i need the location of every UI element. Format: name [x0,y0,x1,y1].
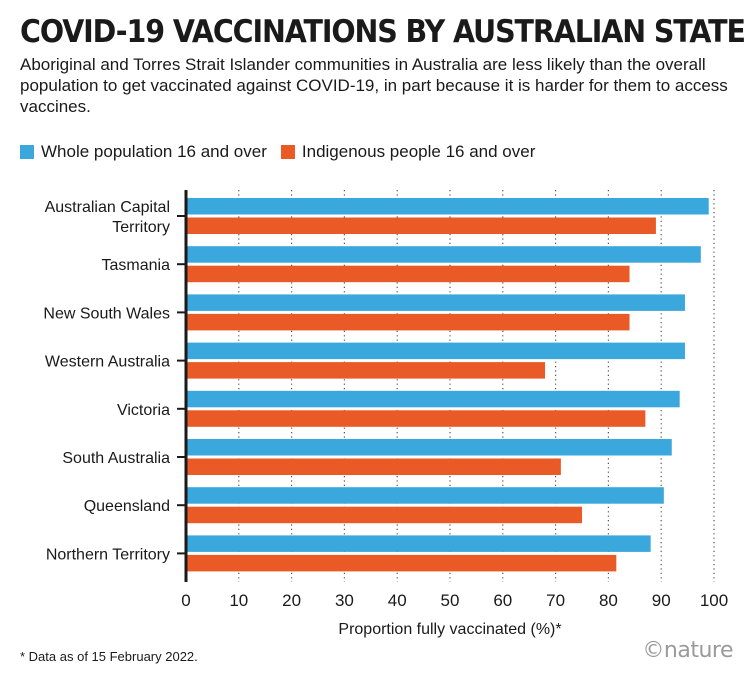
legend-item-whole-population: Whole population 16 and over [20,142,267,162]
legend-item-indigenous: Indigenous people 16 and over [280,142,536,162]
x-tick-label-90: 90 [652,591,671,610]
bar-indigenous-0 [186,217,656,234]
x-tick-label-20: 20 [282,591,301,610]
category-label-4: Victoria [117,402,170,419]
x-tick-label-50: 50 [441,591,460,610]
category-label-0: Australian Capital Territory [45,199,170,236]
x-tick-label-0: 0 [181,591,190,610]
x-tick-label-10: 10 [229,591,248,610]
bar-whole-population-1 [186,246,701,263]
category-label-2: New South Wales [43,305,170,322]
category-label-5: South Australia [62,450,170,467]
bar-indigenous-5 [186,458,561,475]
bar-whole-population-7 [186,535,651,552]
bar-whole-population-5 [186,439,672,456]
chart-subtitle: Aboriginal and Torres Strait Islander co… [20,55,728,116]
x-tick-label-60: 60 [493,591,512,610]
legend-label-indigenous: Indigenous people 16 and over [301,142,536,161]
category-label-1: Tasmania [102,257,171,274]
legend-swatch-whole-population [20,145,34,159]
legend-label-whole-population: Whole population 16 and over [41,142,267,161]
category-label-7: Northern Territory [46,546,170,563]
bar-indigenous-2 [186,313,630,331]
bar-whole-population-6 [186,487,664,504]
category-label-6: Queensland [84,498,170,515]
bar-indigenous-7 [186,554,617,572]
x-tick-label-70: 70 [546,591,565,610]
bar-whole-population-3 [186,342,685,360]
nature-logo: ©nature [642,638,733,663]
x-tick-label-100: 100 [700,591,728,610]
bar-indigenous-3 [186,362,546,379]
bar-whole-population-2 [186,294,685,311]
category-label-3: Western Australia [45,354,170,371]
x-tick-label-40: 40 [388,591,407,610]
chart-title: COVID-19 VACCINATIONS BY AUSTRALIAN STAT… [20,14,746,50]
legend: Whole population 16 and over Indigenous … [20,142,549,162]
legend-swatch-indigenous [280,145,295,159]
x-tick-label-30: 30 [335,591,354,610]
bar-indigenous-4 [186,410,646,427]
footnote: * Data as of 15 February 2022. [20,649,198,664]
bar-indigenous-6 [186,506,582,524]
x-axis-label: Proportion fully vaccinated (%)* [338,621,561,638]
bar-indigenous-1 [186,265,630,283]
bar-whole-population-4 [186,390,680,408]
bar-whole-population-0 [186,198,709,215]
x-tick-label-80: 80 [599,591,618,610]
